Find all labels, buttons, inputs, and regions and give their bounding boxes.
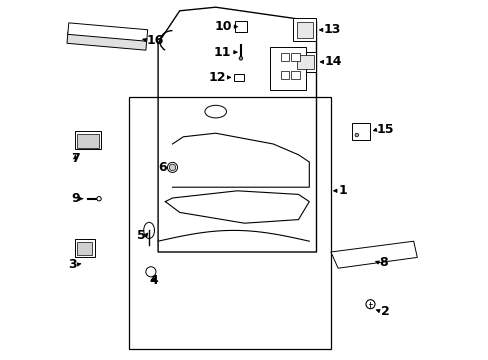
Bar (294, 52, 316, 72)
Bar (296, 55, 313, 69)
Text: 5: 5 (137, 229, 145, 242)
Ellipse shape (97, 197, 101, 201)
Text: 15: 15 (376, 123, 394, 136)
Text: 14: 14 (324, 55, 341, 68)
Ellipse shape (169, 164, 175, 171)
Text: 9: 9 (71, 192, 80, 205)
Text: 2: 2 (380, 305, 388, 318)
Bar (68, 23, 147, 41)
Bar (296, 22, 312, 38)
Bar (77, 242, 92, 255)
Text: 11: 11 (213, 46, 230, 59)
Ellipse shape (145, 267, 156, 277)
Text: 3: 3 (68, 258, 77, 271)
Text: 10: 10 (214, 20, 231, 33)
Bar (291, 71, 299, 79)
Bar (75, 131, 101, 149)
Text: 13: 13 (323, 23, 340, 36)
Ellipse shape (204, 105, 226, 118)
Ellipse shape (354, 133, 358, 137)
Ellipse shape (365, 300, 374, 309)
Text: 8: 8 (379, 256, 387, 269)
Bar (129, 97, 330, 349)
Text: 7: 7 (71, 152, 80, 165)
Bar (291, 53, 299, 61)
Bar (352, 123, 369, 140)
Bar (67, 32, 146, 50)
Bar (280, 53, 288, 61)
Text: 12: 12 (208, 71, 225, 84)
Text: 16: 16 (146, 34, 163, 47)
Ellipse shape (143, 222, 154, 239)
Bar (235, 21, 246, 32)
Bar (75, 239, 95, 257)
Ellipse shape (239, 57, 242, 60)
Bar (280, 71, 288, 79)
Text: 6: 6 (158, 161, 167, 174)
Bar (292, 18, 316, 41)
Text: 4: 4 (149, 274, 158, 287)
Bar (233, 74, 244, 81)
Ellipse shape (167, 162, 177, 172)
Bar (269, 47, 305, 90)
Text: 1: 1 (337, 184, 346, 197)
Bar (77, 134, 99, 148)
Polygon shape (330, 241, 416, 268)
